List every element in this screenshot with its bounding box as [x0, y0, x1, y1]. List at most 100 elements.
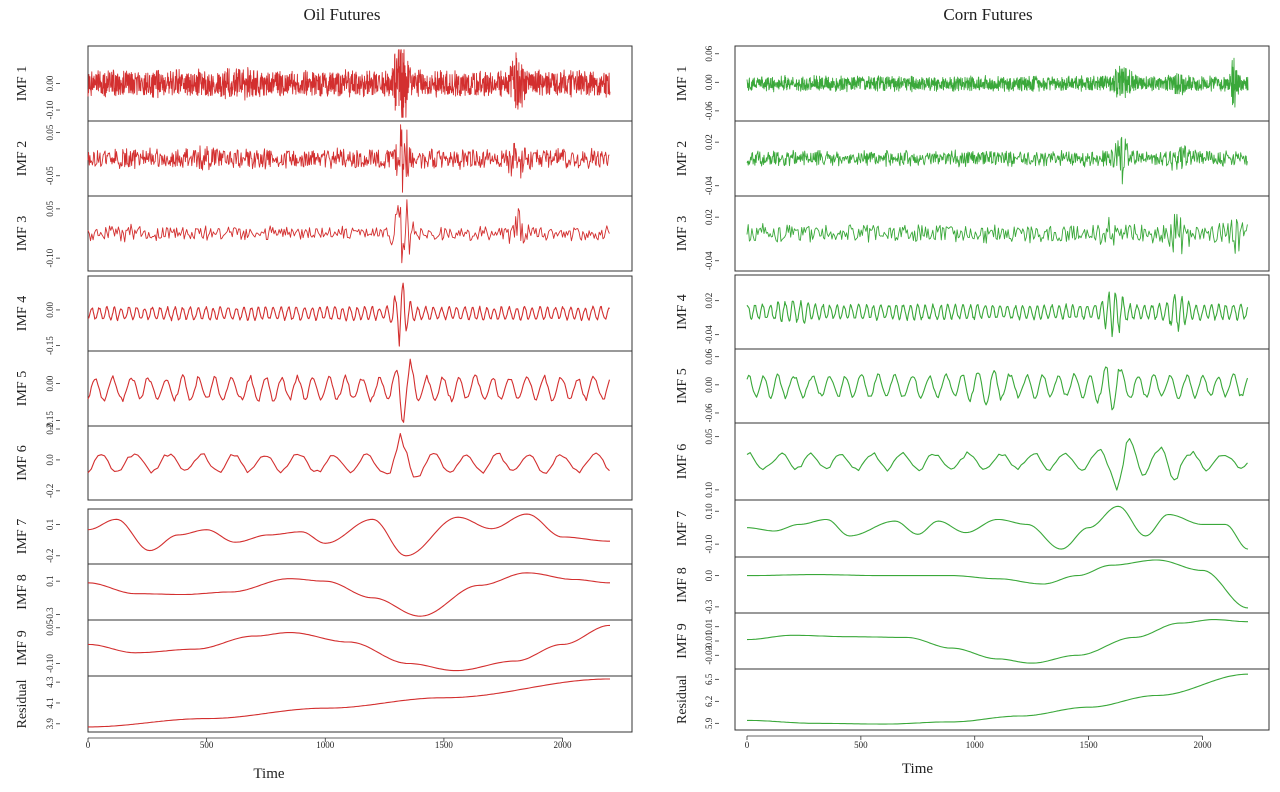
panel-frame: [87, 195, 633, 272]
panel-label: IMF 3: [15, 216, 30, 251]
y-tick-label: 0.02: [704, 134, 714, 150]
series-line: [87, 124, 610, 193]
y-tick-label: 0.10: [704, 482, 714, 498]
y-tick-label: -0.2: [45, 549, 55, 563]
series-line: [746, 213, 1248, 255]
panel-label: IMF 3: [675, 216, 690, 251]
panel-label: IMF 4: [675, 294, 690, 329]
panel-imf-3: 0.05 -0.10 IMF 3: [15, 195, 633, 272]
y-tick-label: -0.06: [704, 403, 714, 422]
x-tick-label: 1000: [316, 740, 335, 750]
panel-frame: [87, 563, 633, 621]
y-tick-label: 0.06: [704, 348, 714, 364]
y-tick-label: -0.10: [45, 100, 55, 119]
y-tick-label: 0.02: [704, 209, 714, 225]
panel-imf-5: 0.06 0.00 -0.06 IMF 5: [675, 348, 1270, 424]
y-tick-label: -0.04: [704, 251, 714, 270]
panel-imf-6: 0.2 0.0 -0.2 IMF 6: [15, 423, 633, 501]
x-axis-label: Time: [253, 766, 284, 782]
y-tick-label: -0.05: [45, 166, 55, 185]
y-tick-label: -0.03: [704, 645, 714, 664]
panel-label: IMF 5: [675, 368, 690, 403]
y-tick-label: -0.10: [45, 654, 55, 673]
y-tick-label: 0.00: [45, 302, 55, 318]
x-axis: 0 500 1000 1500 2000: [745, 735, 1212, 750]
x-axis-label: Time: [902, 761, 933, 777]
panel-residual: 6.5 6.2 5.9 Residual: [675, 668, 1270, 731]
panel-imf-2: 0.02 -0.04 IMF 2: [675, 120, 1270, 197]
y-tick-label: 3.9: [45, 718, 55, 730]
y-tick-label: 0.00: [45, 75, 55, 91]
y-tick-label: 0.05: [704, 428, 714, 444]
y-tick-label: -0.3: [704, 599, 714, 614]
panel-label: IMF 6: [675, 444, 690, 479]
y-tick-label: -0.10: [45, 248, 55, 267]
series-line: [87, 358, 611, 423]
panel-label: IMF 6: [15, 445, 30, 480]
y-tick-label: 4.3: [45, 676, 55, 688]
series-line: [746, 136, 1248, 185]
y-tick-label: -0.04: [704, 325, 714, 344]
series-line: [87, 49, 611, 118]
x-tick-label: 1000: [966, 740, 985, 750]
y-tick-label: 0.0: [704, 570, 714, 582]
series-line: [746, 366, 1249, 411]
panel-label: Residual: [15, 679, 30, 728]
y-tick-label: 6.5: [704, 673, 714, 685]
panel-frame: [87, 425, 633, 501]
y-tick-label: 0.2: [45, 423, 55, 434]
series-line: [747, 673, 1248, 725]
y-tick-label: 0.1: [45, 576, 55, 587]
y-tick-label: 0.05: [45, 200, 55, 216]
panel-imf-7: 0.1 -0.2 IMF 7: [15, 508, 633, 565]
y-tick-label: 0.01: [704, 619, 714, 635]
x-tick-label: 0: [86, 740, 91, 750]
y-tick-label: 0.05: [45, 124, 55, 140]
series-line: [746, 57, 1249, 108]
panel-imf-7: 0.10 -0.10 IMF 7: [675, 499, 1270, 558]
panel-frame: [87, 619, 633, 677]
panel-frame: [734, 348, 1270, 424]
panel-imf-5: 0.00 -0.15 IMF 5: [15, 350, 633, 430]
panel-imf-4: 0.00 -0.15 IMF 4: [15, 275, 633, 355]
x-tick-label: 2000: [554, 740, 573, 750]
panel-label: IMF 9: [15, 630, 30, 665]
panel-imf-9: 0.05 -0.10 IMF 9: [15, 619, 633, 677]
y-tick-label: -0.3: [45, 607, 55, 622]
panel-frame: [734, 556, 1270, 614]
x-tick-label: 1500: [1080, 740, 1099, 750]
y-tick-label: 0.00: [704, 376, 714, 392]
y-tick-label: -0.10: [704, 534, 714, 553]
y-tick-label: 0.05: [45, 619, 55, 635]
y-tick-label: -0.04: [704, 176, 714, 195]
panel-frame: [734, 612, 1270, 670]
y-tick-label: 0.06: [704, 45, 714, 61]
y-tick-label: 0.1: [45, 519, 55, 530]
panel-label: IMF 2: [675, 141, 690, 176]
panel-imf-4: 0.02 -0.04 IMF 4: [675, 274, 1270, 350]
y-tick-label: -0.2: [45, 484, 55, 498]
panel-imf-8: 0.1 -0.3 IMF 8: [15, 563, 633, 622]
panel-frame: [87, 675, 633, 733]
panel-frame: [87, 508, 633, 565]
series-line: [87, 624, 611, 672]
y-tick-label: 6.2: [704, 696, 714, 707]
chart-title: Corn Futures: [943, 5, 1032, 24]
panel-imf-3: 0.02 -0.04 IMF 3: [675, 195, 1270, 272]
y-tick-label: 5.9: [704, 717, 714, 729]
y-tick-label: 0.10: [704, 503, 714, 519]
panel-label: IMF 9: [675, 623, 690, 658]
panel-label: IMF 2: [15, 141, 30, 176]
panel-label: IMF 1: [675, 66, 690, 101]
chart-corn: Corn Futures 0.06 0.00 -0.06 IMF 1 0.02 -0.04 I…: [675, 5, 1270, 777]
panel-frame: [734, 499, 1270, 558]
panel-frame: [734, 195, 1270, 272]
panel-label: IMF 4: [15, 296, 30, 331]
panel-imf-8: 0.0 -0.3 IMF 8: [675, 556, 1270, 614]
y-tick-label: 0.00: [45, 375, 55, 391]
x-tick-label: 1500: [435, 740, 454, 750]
series-line: [87, 513, 610, 557]
series-line: [746, 291, 1249, 338]
